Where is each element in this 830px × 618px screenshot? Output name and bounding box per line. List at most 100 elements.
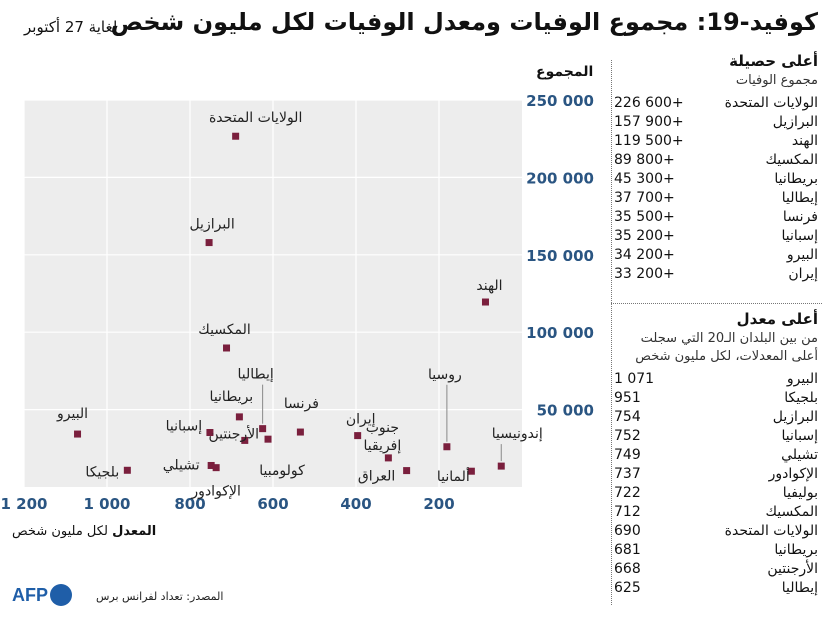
date-note: لغاية 27 أكتوبر — [24, 18, 118, 36]
y-tick-label: 200 000 — [526, 169, 594, 187]
table-row: إسبانيا 752 — [614, 427, 818, 446]
table-row: إيطاليا 625 — [614, 579, 818, 598]
country-name: الأرجنتين — [767, 561, 818, 577]
country-name: البرازيل — [772, 409, 818, 425]
table-row: تشيلي 749 — [614, 446, 818, 465]
country-name: الهند — [791, 133, 818, 149]
table-row: البرازيل 754 — [614, 408, 818, 427]
data-point — [296, 428, 304, 436]
x-tick-label: 1 000 — [84, 495, 131, 513]
point-label: إيطاليا — [237, 367, 273, 383]
table-row: البرازيل 157 900+ — [614, 113, 818, 132]
point-label: إسبانيا — [166, 419, 203, 435]
country-name: إيطاليا — [781, 580, 818, 596]
y-axis-title: المجموع — [536, 64, 594, 80]
data-point — [235, 413, 243, 421]
country-value: 34 200+ — [614, 247, 675, 263]
country-value: 37 700+ — [614, 190, 675, 206]
country-name: البرازيل — [772, 114, 818, 130]
country-name: إسبانيا — [781, 428, 819, 444]
data-point — [259, 425, 267, 433]
point-label: بلجيكا — [85, 464, 119, 480]
point-label: بريطانيا — [210, 389, 254, 405]
y-tick-label: 50 000 — [537, 402, 594, 420]
top-rate-list: البيرو 1 071 بلجيكا 951 البرازيل 754 إسبانيا 75… — [614, 370, 818, 598]
table-row: الأرجنتين 668 — [614, 560, 818, 579]
data-point — [384, 454, 392, 462]
x-tick-label: 600 — [257, 495, 288, 513]
country-name: إسبانيا — [781, 228, 819, 244]
afp-logo-dot — [50, 584, 72, 606]
table-row: إيران 33 200+ — [614, 265, 818, 284]
country-name: إيران — [788, 266, 818, 282]
country-name: المكسيك — [765, 152, 819, 168]
country-name: بلجيكا — [784, 390, 818, 406]
afp-logo: AFP — [12, 584, 72, 606]
country-value: 951 — [614, 390, 641, 406]
table-row: بريطانيا 681 — [614, 541, 818, 560]
table-row: إيطاليا 37 700+ — [614, 189, 818, 208]
x-axis-title: المعدل لكل مليون شخص — [12, 524, 156, 539]
afp-logo-text: AFP — [12, 584, 48, 605]
table-row: إسبانيا 35 200+ — [614, 227, 818, 246]
top-rate-panel: أعلى معدل من بين البلدان الـ20 التي سجلت… — [614, 310, 818, 598]
country-value: 752 — [614, 428, 641, 444]
table-row: المكسيك 89 800+ — [614, 151, 818, 170]
table-row: الإكوادور 737 — [614, 465, 818, 484]
x-tick-label: 200 — [423, 495, 454, 513]
y-tick-label: 250 000 — [526, 92, 594, 110]
data-point — [123, 466, 131, 474]
point-label: جنوب إفريقيا — [363, 420, 401, 454]
country-value: 35 200+ — [614, 228, 675, 244]
data-point — [212, 464, 220, 472]
table-row: البيرو 34 200+ — [614, 246, 818, 265]
data-point — [223, 344, 231, 352]
point-label: البيرو — [56, 406, 88, 422]
data-point — [403, 467, 411, 475]
table-row: فرنسا 35 500+ — [614, 208, 818, 227]
country-value: 226 600+ — [614, 95, 684, 111]
country-value: 157 900+ — [614, 114, 684, 130]
table-row: المكسيك 712 — [614, 503, 818, 522]
top-rate-title: أعلى معدل — [736, 310, 818, 328]
point-label: الولايات المتحدة — [209, 110, 302, 126]
point-label: المكسيك — [198, 322, 251, 338]
y-tick-label: 150 000 — [526, 247, 594, 265]
country-value: 754 — [614, 409, 641, 425]
country-name: إيطاليا — [781, 190, 818, 206]
table-row: بوليفيا 722 — [614, 484, 818, 503]
table-row: بريطانيا 45 300+ — [614, 170, 818, 189]
country-value: 712 — [614, 504, 641, 520]
point-label-line: إفريقيا — [363, 438, 401, 454]
country-value: 33 200+ — [614, 266, 675, 282]
table-row: الهند 119 500+ — [614, 132, 818, 151]
country-value: 35 500+ — [614, 209, 675, 225]
data-point — [206, 429, 214, 437]
point-label: العراق — [358, 469, 395, 485]
point-label: البرازيل — [189, 217, 234, 233]
table-row: البيرو 1 071 — [614, 370, 818, 389]
top-total-subtitle: مجموع الوفيات — [735, 73, 818, 88]
country-name: الولايات المتحدة — [724, 95, 818, 111]
point-label: إندونيسيا — [492, 426, 543, 442]
source-note: المصدر: تعداد لفرانس برس — [96, 590, 224, 603]
country-name: البيرو — [786, 371, 818, 387]
top-total-list: الولايات المتحدة 226 600+ البرازيل 157 900+… — [614, 94, 818, 284]
country-name: تشيلي — [781, 447, 818, 463]
top-rate-subtitle: من بين البلدان الـ20 التي سجلت أعلى المع… — [635, 331, 818, 364]
country-name: بريطانيا — [774, 171, 818, 187]
point-label: الإكوادور — [190, 484, 240, 500]
point-label: فرنسا — [284, 396, 319, 412]
data-point — [443, 443, 451, 451]
point-label: الأرجنتين — [208, 424, 259, 442]
country-name: بريطانيا — [774, 542, 818, 558]
country-name: بوليفيا — [782, 485, 818, 501]
country-value: 625 — [614, 580, 641, 596]
data-point — [74, 430, 82, 438]
country-value: 749 — [614, 447, 641, 463]
data-point — [497, 462, 505, 470]
table-row: بلجيكا 951 — [614, 389, 818, 408]
x-tick-label: 400 — [340, 495, 371, 513]
data-point — [205, 239, 213, 247]
